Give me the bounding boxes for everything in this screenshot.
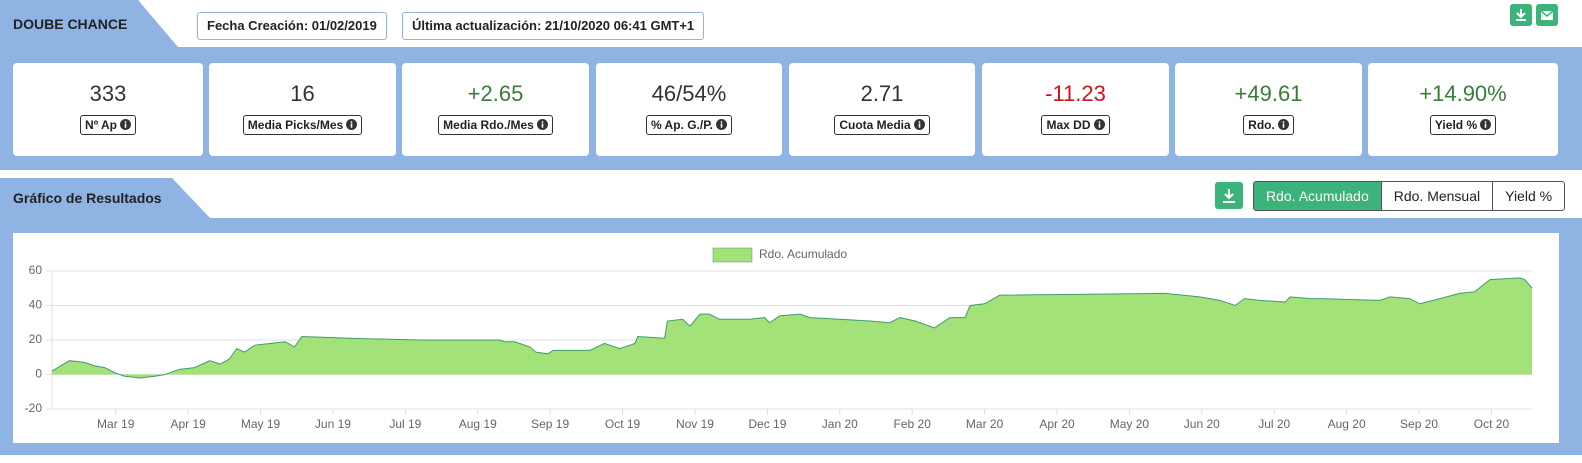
info-icon <box>1093 119 1105 130</box>
updated-date: Última actualización: 21/10/2020 06:41 G… <box>402 12 705 40</box>
x-tick-label: Jul 19 <box>389 417 421 431</box>
x-tick-label: Feb 20 <box>894 417 932 431</box>
y-tick-label: 20 <box>29 332 43 346</box>
stat-label: Nº Ap <box>80 115 136 135</box>
chart-download-button[interactable] <box>1215 182 1243 209</box>
info-icon <box>716 119 727 130</box>
stat-label-text: Media Picks/Mes <box>247 118 344 132</box>
info-icon <box>119 119 131 130</box>
area <box>52 277 1532 378</box>
stat-label-box: Media Rdo./Mes <box>402 109 589 135</box>
chart-tab[interactable]: Rdo. Acumulado <box>1254 182 1381 210</box>
x-tick-label: Dec 19 <box>748 417 786 431</box>
stat-value: 2.71 <box>860 81 904 106</box>
x-tick-label: Oct 19 <box>605 417 641 431</box>
stat-value: 333 <box>89 81 127 106</box>
stat-value: +14.90% <box>1419 81 1507 106</box>
download-button[interactable] <box>1510 4 1532 26</box>
info-icon <box>913 119 925 130</box>
stat-label-box: Media Picks/Mes <box>209 109 396 135</box>
stat-card: 2.71 Cuota Media <box>789 63 975 156</box>
stat-label-box: % Ap. G./P. <box>596 109 782 135</box>
stat-label-text: Cuota Media <box>839 118 911 132</box>
x-tick-label: Jul 20 <box>1258 417 1290 431</box>
x-tick-label: Jun 20 <box>1184 417 1220 431</box>
y-tick-label: -20 <box>25 401 43 415</box>
x-tick-label: Sep 20 <box>1400 417 1438 431</box>
stat-card: 46/54% % Ap. G./P. <box>596 63 782 156</box>
x-tick-label: Jun 19 <box>315 417 351 431</box>
stat-label: Cuota Media <box>834 115 930 135</box>
x-tick-label: Apr 20 <box>1039 417 1075 431</box>
chart-tabs: Rdo. Acumulado Rdo. Mensual Yield % <box>1253 181 1566 211</box>
stat-label-text: Max DD <box>1046 118 1091 132</box>
email-button[interactable] <box>1536 4 1558 26</box>
x-tick-label: Nov 19 <box>676 417 714 431</box>
stat-value: +49.61 <box>1234 81 1303 106</box>
info-icon <box>536 119 548 130</box>
info-icon <box>346 119 358 130</box>
x-tick-label: May 20 <box>1110 417 1150 431</box>
x-tick-label: Mar 20 <box>966 417 1004 431</box>
stat-label-box: Nº Ap <box>13 109 203 135</box>
created-date: Fecha Creación: 01/02/2019 <box>197 12 387 40</box>
x-tick-label: Aug 20 <box>1328 417 1366 431</box>
line <box>51 277 1533 379</box>
section-title: Gráfico de Resultados <box>0 178 210 218</box>
y-tick-label: 0 <box>35 367 42 381</box>
stat-card: 16 Media Picks/Mes <box>209 63 396 156</box>
stat-label: Yield % <box>1429 115 1497 135</box>
stat-label-text: % Ap. G./P. <box>650 118 713 132</box>
stat-card: +49.61 Rdo. <box>1175 63 1362 156</box>
stat-label-text: Rdo. <box>1248 118 1275 132</box>
stat-label-box: Cuota Media <box>789 109 975 135</box>
stat-label: Media Picks/Mes <box>242 115 363 135</box>
stat-label-box: Max DD <box>982 109 1169 135</box>
stat-value: 16 <box>290 81 315 106</box>
stat-label: % Ap. G./P. <box>645 115 732 135</box>
stat-value: 46/54% <box>651 81 727 106</box>
stat-label-text: Media Rdo./Mes <box>443 118 534 132</box>
stat-label: Media Rdo./Mes <box>438 115 553 135</box>
x-tick-label: Aug 19 <box>459 417 497 431</box>
stat-card: +2.65 Media Rdo./Mes <box>402 63 589 156</box>
y-tick-label: 60 <box>29 263 43 277</box>
x-tick-label: Mar 19 <box>97 417 135 431</box>
y-tick-label: 40 <box>29 298 43 312</box>
stat-label-text: Nº Ap <box>85 118 117 132</box>
legend-swatch <box>712 247 753 263</box>
stat-label-text: Yield % <box>1434 118 1478 132</box>
stat-label: Max DD <box>1041 115 1110 135</box>
legend-label: Rdo. Acumulado <box>759 247 847 261</box>
stat-label-box: Rdo. <box>1175 109 1362 135</box>
info-icon <box>1480 119 1492 130</box>
x-tick-label: Oct 20 <box>1474 417 1510 431</box>
stat-value: -11.23 <box>1045 81 1106 106</box>
stat-label: Rdo. <box>1243 115 1294 135</box>
stat-card: -11.23 Max DD <box>982 63 1169 156</box>
x-tick-label: May 19 <box>241 417 281 431</box>
x-tick-label: Sep 19 <box>531 417 569 431</box>
chart: -20 0 20 40 60 Mar 19 Apr 19 May 19 Jun 19 Jul 19… <box>13 233 1559 443</box>
stat-value: +2.65 <box>467 81 524 106</box>
stat-label-box: Yield % <box>1368 109 1558 135</box>
x-tick-label: Apr 19 <box>170 417 206 431</box>
chart-tab[interactable]: Yield % <box>1492 182 1564 210</box>
x-tick-label: Jan 20 <box>822 417 858 431</box>
stat-card: 333 Nº Ap <box>13 63 203 156</box>
page-title: DOUBE CHANCE <box>0 0 178 47</box>
chart-tab[interactable]: Rdo. Mensual <box>1380 182 1492 210</box>
stat-card: +14.90% Yield % <box>1368 63 1558 156</box>
info-icon <box>1277 119 1289 130</box>
